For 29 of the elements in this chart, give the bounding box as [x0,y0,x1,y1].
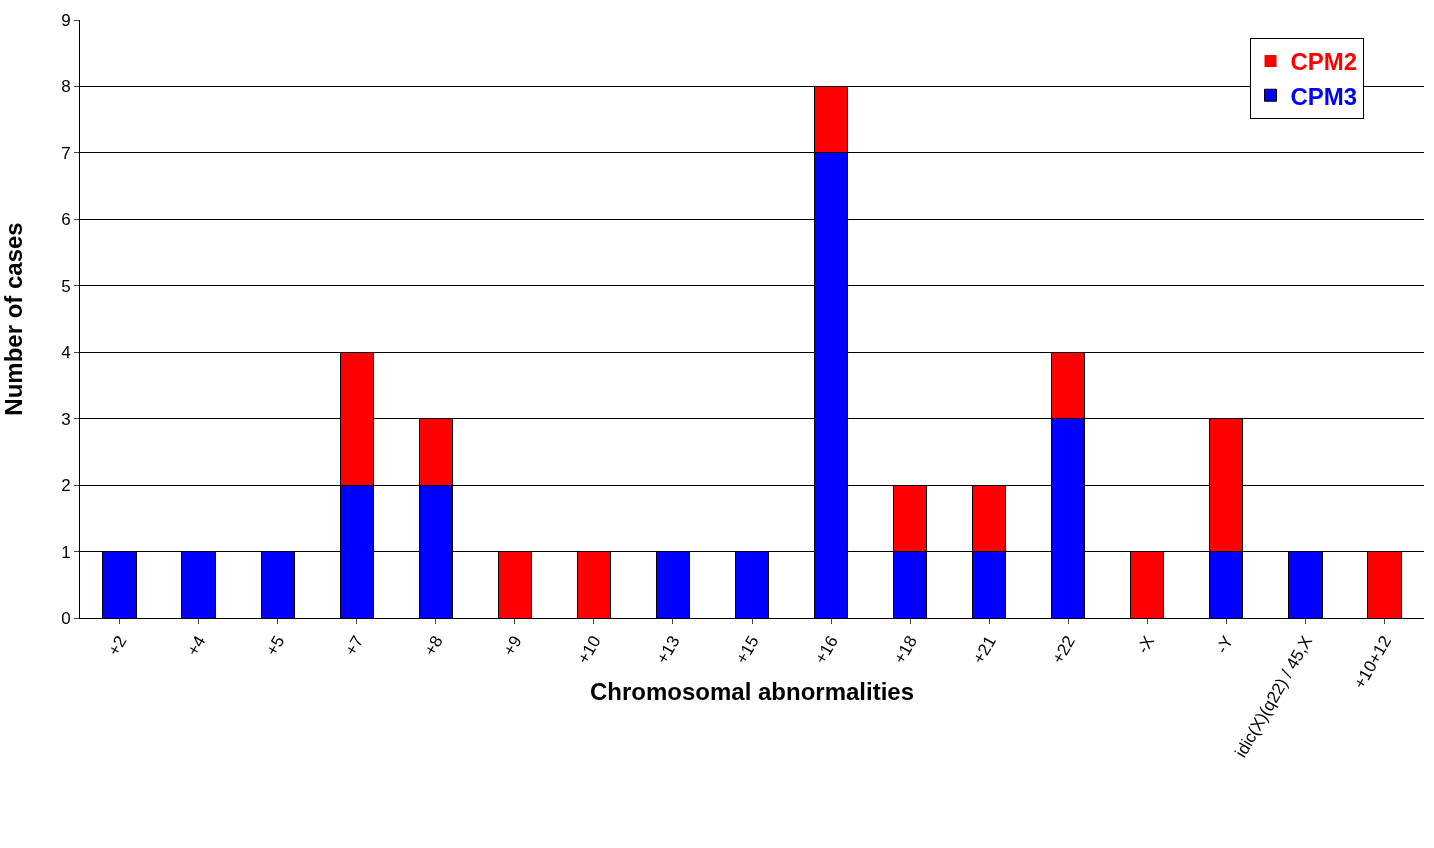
x-axis-title: Chromosomal abnormalities [589,678,915,705]
y-axis-title: Number of cases [0,222,27,416]
x-tick-label: -X [1133,632,1159,657]
x-tick-label: +4 [183,632,210,659]
y-tick-label: 0 [61,608,71,628]
x-tick-label: +8 [420,632,447,659]
x-tick-label: +2 [104,632,131,659]
x-tick-label: +13 [652,632,684,668]
legend-label: CPM2 [1290,48,1358,76]
x-tick-label: +10 [573,632,605,668]
x-tick-label: +16 [811,632,842,668]
x-tick-label: +18 [890,632,921,668]
y-tick-label: 5 [61,276,71,296]
y-tick-label: 4 [61,343,71,363]
y-tick-label: 8 [61,77,71,97]
x-tick-label: -Y [1212,632,1238,657]
x-tick-label: +21 [969,632,1001,668]
y-tick-label: 1 [61,542,71,562]
x-tick-label: +15 [731,632,763,668]
y-tick-label: 3 [61,409,71,429]
y-tick-label: 2 [61,476,71,496]
x-tick-label: +22 [1048,632,1080,668]
y-tick-label: 6 [61,210,71,230]
legend-label: CPM3 [1290,82,1358,110]
x-tick-label: +7 [341,632,368,659]
y-tick-label: 9 [61,10,71,30]
x-tick-label: +9 [499,632,526,659]
y-tick-label: 7 [61,143,71,163]
x-tick-label: +5 [262,632,289,659]
